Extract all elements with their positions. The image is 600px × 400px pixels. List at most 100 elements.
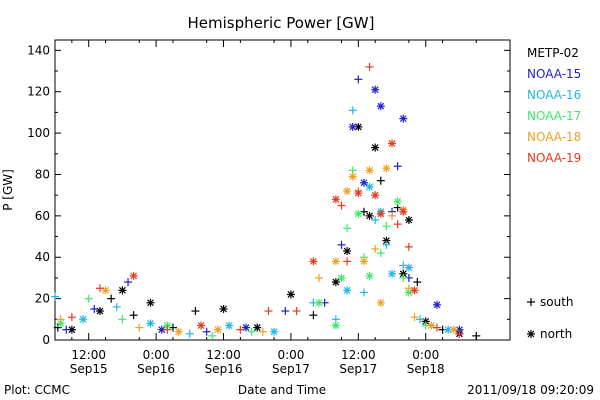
legend: METP-02 NOAA-15 NOAA-16 NOAA-17 NOAA-18 NOAA-… [527, 46, 581, 341]
marker-stroke [214, 326, 222, 334]
x-tick-time: 0:00 [412, 348, 439, 362]
data-point-north [359, 257, 368, 266]
marker-stroke [366, 166, 373, 174]
data-point-south [432, 323, 441, 332]
data-point-south [472, 331, 481, 340]
legend-entry: NOAA-17 [527, 109, 581, 123]
legend-symbol-north [527, 330, 535, 338]
legend-symbol-south [527, 298, 535, 306]
footer-timestamp: 2011/09/18 09:20:09 [467, 383, 594, 397]
data-point-north [253, 323, 262, 332]
marker-stroke [422, 317, 430, 325]
y-tick-label: 80 [35, 167, 50, 181]
marker-stroke [382, 237, 390, 245]
marker-stroke [371, 86, 379, 94]
data-point-south [90, 304, 99, 313]
marker-stroke [315, 299, 323, 307]
data-point-north [197, 321, 206, 330]
y-tick-label: 0 [42, 333, 50, 347]
marker-stroke [527, 330, 535, 338]
data-point-south [112, 302, 121, 311]
data-point-north [382, 164, 391, 173]
data-point-north [101, 286, 110, 295]
marker-stroke [343, 187, 351, 195]
marker-stroke [366, 183, 373, 191]
data-point-south [163, 325, 172, 334]
legend-symbol-label: south [540, 295, 574, 309]
marker-stroke [175, 328, 183, 336]
data-point-south [191, 307, 200, 316]
marker-stroke [371, 144, 379, 152]
data-point-north [331, 321, 340, 330]
y-tick-label: 20 [35, 292, 50, 306]
data-point-south [129, 311, 138, 320]
legend-entry: NOAA-16 [527, 88, 581, 102]
data-point-south [62, 325, 71, 334]
data-point-south [393, 220, 402, 229]
marker-stroke [270, 328, 278, 336]
y-tick-label: 140 [27, 43, 50, 57]
data-point-north [365, 182, 374, 191]
data-point-north [376, 298, 385, 307]
data-point-north [354, 189, 363, 198]
data-point-north [146, 319, 155, 328]
data-point-south [410, 313, 419, 322]
data-point-south [118, 315, 127, 324]
data-points [51, 62, 481, 340]
x-tick-date: Sep15 [70, 362, 108, 376]
data-point-south [399, 261, 408, 270]
marker-stroke [309, 257, 317, 265]
data-point-south [208, 331, 217, 340]
y-tick-label: 100 [27, 126, 50, 140]
data-point-north [331, 195, 340, 204]
marker-stroke [220, 305, 227, 313]
data-point-north [95, 307, 104, 316]
marker-stroke [354, 123, 362, 131]
data-point-south [404, 242, 413, 251]
marker-stroke [79, 315, 87, 323]
data-point-south [399, 273, 408, 282]
data-point-north [343, 247, 352, 256]
marker-stroke [427, 322, 435, 329]
series-noaa-19 [67, 62, 464, 338]
data-point-south [371, 244, 380, 253]
y-tick-label: 60 [35, 209, 50, 223]
marker-stroke [366, 272, 373, 280]
y-tick-label: 120 [27, 85, 50, 99]
data-point-south [416, 315, 425, 324]
data-point-north [393, 197, 402, 206]
marker-stroke [287, 291, 295, 298]
x-tick-time: 12:00 [206, 348, 241, 362]
legend-entry: METP-02 [527, 46, 579, 60]
legend-entry: NOAA-15 [527, 67, 581, 81]
legend-entry: NOAA-19 [527, 151, 581, 165]
marker-stroke [147, 299, 154, 307]
data-point-north [348, 172, 357, 181]
data-point-south [382, 222, 391, 231]
y-axis-label: P [GW] [1, 169, 15, 211]
data-point-north [399, 114, 408, 123]
data-point-south [236, 325, 245, 334]
data-point-south [343, 224, 352, 233]
chart-title: Hemispheric Power [GW] [188, 14, 375, 32]
data-point-south [84, 294, 93, 303]
data-point-south [292, 307, 301, 316]
data-point-north [270, 327, 279, 336]
marker-stroke [405, 216, 413, 224]
data-point-south [393, 162, 402, 171]
data-point-north [286, 290, 295, 299]
marker-stroke [225, 322, 233, 329]
marker-stroke [405, 264, 413, 272]
x-tick-date: Sep17 [339, 362, 377, 376]
data-point-north [371, 85, 380, 94]
data-point-north [359, 178, 368, 187]
data-point-north [410, 286, 419, 295]
data-point-south [404, 284, 413, 293]
data-point-north [365, 166, 374, 175]
marker-stroke [366, 212, 373, 220]
marker-stroke [354, 189, 362, 197]
marker-stroke [377, 102, 385, 110]
marker-stroke [360, 257, 368, 265]
